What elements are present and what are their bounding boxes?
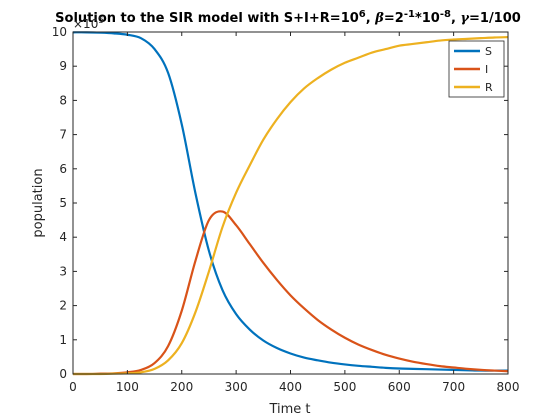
y-exponent-label: ×105 xyxy=(73,16,104,31)
y-tick-label: 0 xyxy=(59,367,67,381)
y-tick-label: 8 xyxy=(59,93,67,107)
x-tick-label: 300 xyxy=(225,380,248,394)
x-tick-label: 100 xyxy=(116,380,139,394)
series-line-r xyxy=(72,36,509,376)
y-axis-label: population xyxy=(31,168,46,237)
legend-label-s: S xyxy=(485,45,492,58)
series-line-s xyxy=(72,31,508,372)
y-tick-label: 6 xyxy=(59,162,67,176)
y-tick-label: 10 xyxy=(52,25,67,39)
x-tick-label: 400 xyxy=(279,380,302,394)
x-tick-label: 700 xyxy=(442,380,465,394)
y-tick-label: 1 xyxy=(59,333,67,347)
y-tick-label: 5 xyxy=(59,196,67,210)
x-tick-label: 500 xyxy=(333,380,356,394)
axes-box xyxy=(72,31,509,375)
x-axis-label: Time t xyxy=(268,402,310,417)
x-tick-label: 600 xyxy=(388,380,411,394)
y-tick-label: 2 xyxy=(59,299,67,313)
x-tick-label: 800 xyxy=(497,380,520,394)
legend-label-r: R xyxy=(485,81,493,94)
series-line-i xyxy=(72,210,509,376)
tick-layer: 0 100 200 300 400 500 600 700 800 0 1 2 3 4 5 6 7 8 9 10 xyxy=(52,25,520,394)
y-tick-label: 9 xyxy=(59,59,67,73)
legend: S I R xyxy=(448,40,505,98)
y-tick-label: 4 xyxy=(59,230,67,244)
y-tick-label: 3 xyxy=(59,264,67,278)
x-tick-label: 0 xyxy=(69,380,77,394)
y-tick-label: 7 xyxy=(59,128,67,142)
legend-label-i: I xyxy=(485,63,488,76)
series-layer xyxy=(72,31,509,376)
plot-area xyxy=(73,32,508,374)
chart-title: Solution to the SIR model with S+I+R=106… xyxy=(55,9,521,26)
x-tick-label: 200 xyxy=(170,380,193,394)
